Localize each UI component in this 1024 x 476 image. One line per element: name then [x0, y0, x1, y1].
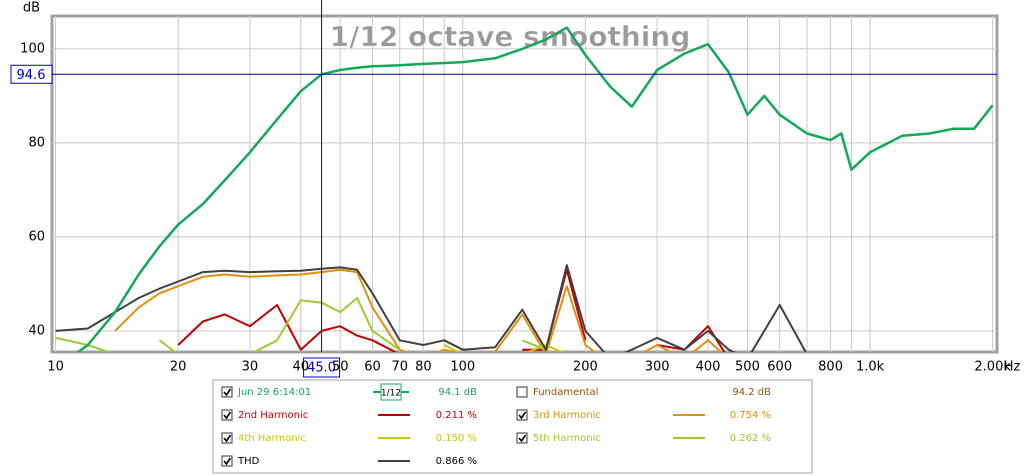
x-tick-label: 30 [242, 360, 259, 375]
legend-name: THD [237, 456, 260, 467]
y-tick-label: 100 [20, 41, 45, 56]
x-tick-label: 80 [415, 360, 432, 375]
series-line [114, 268, 723, 352]
series-line [55, 264, 807, 352]
legend-readout: 0.754 % [730, 410, 771, 421]
axes: 40 60 80 100 10 20 30 40 50 60 70 80 100 200 300 400 500… [20, 41, 1011, 374]
legend-check [223, 411, 232, 420]
y-tick-label: 40 [28, 323, 45, 338]
legend-readout: 0.150 % [436, 433, 477, 444]
series-line [76, 26, 994, 352]
plot-area [50, 14, 999, 354]
legend-check [223, 388, 232, 397]
legend-check [518, 411, 527, 420]
legend-name: 5th Harmonic [533, 433, 601, 444]
x-tick-label: 1.0k [856, 360, 885, 375]
legend-readout: 0.866 % [436, 456, 477, 467]
smoothing-icon[interactable] [380, 383, 402, 401]
x-tick-label: 100 [450, 360, 475, 375]
legend-name: Jun 29 6:14:01 [237, 387, 311, 398]
x-tick-label: 300 [645, 360, 670, 375]
legend-check [518, 434, 527, 443]
y-axis-label: dB [23, 1, 40, 16]
cursor-y-label: 94.6 [17, 68, 46, 83]
legend-checkbox[interactable] [516, 386, 528, 398]
legend-name: 3rd Harmonic [533, 410, 601, 421]
x-tick-label: 60 [364, 360, 381, 375]
x-tick-label: 50 [332, 360, 349, 375]
legend: Jun 29 6:14:01 1/12 94.1 dB Fundamental 94.2… [212, 379, 813, 474]
cursor-y-box [10, 64, 53, 84]
x-tick-label: 10 [47, 360, 64, 375]
legend-name: 4th Harmonic [238, 433, 306, 444]
y-tick-label: 80 [28, 135, 45, 150]
legend-readout: 94.1 dB [438, 387, 477, 398]
legend-check [223, 434, 232, 443]
legend-checkbox[interactable] [221, 386, 233, 398]
legend-checkbox[interactable] [516, 432, 528, 444]
y-tick-label: 60 [28, 229, 45, 244]
legend-checkbox[interactable] [221, 455, 233, 467]
x-axis-label: Hz [1004, 360, 1021, 375]
legend-name: Fundamental [533, 387, 598, 398]
smoothing-label: 1/12 [381, 389, 401, 399]
x-tick-label: 200 [573, 360, 598, 375]
x-tick-label: 400 [696, 360, 721, 375]
chart-title: 1/12 octave smoothing [330, 20, 691, 53]
legend-checkbox[interactable] [221, 432, 233, 444]
legend-readout: 0.211 % [436, 410, 477, 421]
legend-readout: 94.2 dB [732, 387, 771, 398]
x-tick-label: 40 [292, 360, 309, 375]
x-tick-label: 500 [735, 360, 760, 375]
x-tick-label: 70 [391, 360, 408, 375]
cursor: 94.6 45.0 [10, 0, 997, 378]
legend-readout: 0.262 % [730, 433, 771, 444]
plot-lines [55, 26, 994, 352]
grid [52, 16, 997, 352]
legend-box [212, 379, 813, 474]
cursor-x-label: 45.0 [307, 361, 336, 376]
legend-checkbox[interactable] [516, 409, 528, 421]
legend-check [223, 457, 232, 466]
cursor-x-box [303, 357, 341, 378]
series-line [443, 344, 565, 352]
x-tick-label: 20 [170, 360, 187, 375]
x-tick-label: 2.00k [974, 360, 1011, 375]
legend-checkbox[interactable] [221, 409, 233, 421]
legend-name: 2nd Harmonic [238, 410, 308, 421]
x-tick-label: 800 [818, 360, 843, 375]
x-tick-label: 600 [767, 360, 792, 375]
